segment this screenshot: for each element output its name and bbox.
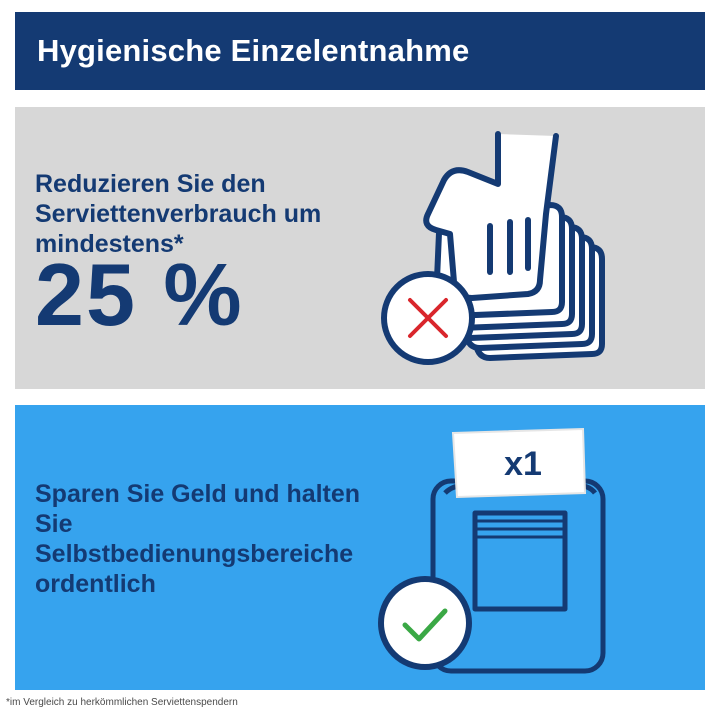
save-money-panel: Sparen Sie Geld und halten Sie Selbstbed… [15, 405, 705, 690]
reduce-usage-text: Reduzieren Sie den Serviettenverbrauch u… [35, 170, 322, 258]
reduction-percentage: 25 % [35, 245, 244, 344]
header-banner: Hygienische Einzelentnahme [15, 12, 705, 90]
footnote: *im Vergleich zu herkömmlichen Serviette… [6, 697, 238, 708]
cross-icon [381, 271, 475, 365]
single-napkin-dispenser-icon: x1 [378, 427, 606, 674]
reduce-usage-panel: Reduzieren Sie den Serviettenverbrauch u… [15, 107, 705, 389]
hand-grabbing-napkins-icon [381, 131, 605, 365]
single-napkin-counter: x1 [504, 445, 542, 483]
save-money-text: Sparen Sie Geld und halten Sie Selbstbed… [35, 480, 361, 598]
checkmark-icon [378, 576, 472, 670]
page-title: Hygienische Einzelentnahme [37, 33, 470, 68]
